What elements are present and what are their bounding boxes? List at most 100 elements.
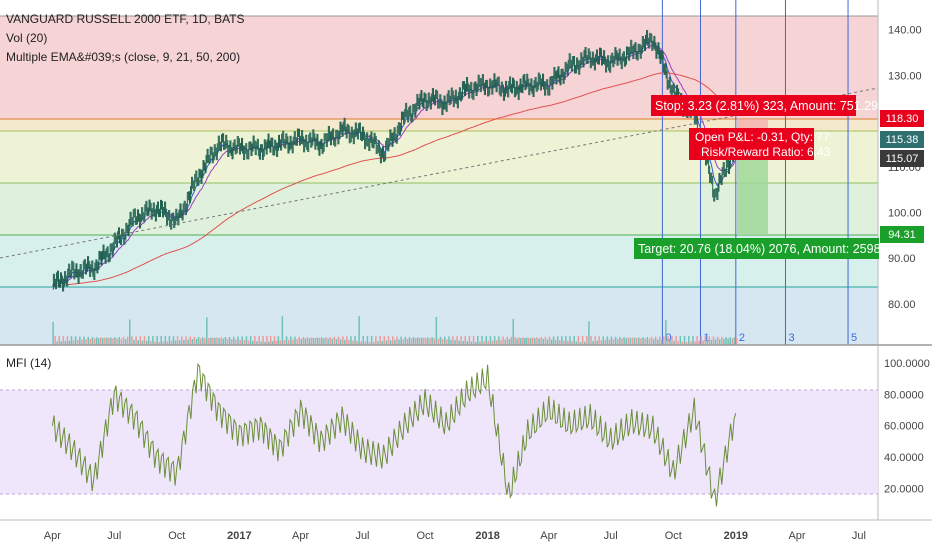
- volume-bar: [168, 336, 171, 345]
- volume-bar: [306, 337, 309, 345]
- mfi-axis[interactable]: 100.0000 80.0000 60.0000 40.0000 20.0000: [884, 358, 930, 496]
- volume-bar: [625, 338, 627, 345]
- volume-bar: [368, 341, 371, 345]
- volume-bar: [508, 339, 511, 345]
- volume-bar: [669, 340, 671, 345]
- volume-bar: [170, 340, 173, 345]
- volume-bar: [208, 337, 210, 345]
- volume-bar: [377, 341, 379, 345]
- volume-bar: [462, 340, 464, 345]
- entry-level-text: 115.38: [886, 134, 919, 146]
- volume-bar: [269, 336, 272, 345]
- volume-bar: [352, 340, 354, 345]
- volume-bar: [652, 339, 655, 345]
- volume-bar: [102, 337, 104, 345]
- volume-bar: [298, 336, 300, 345]
- volume-bar: [339, 339, 342, 345]
- mfi-indicator-label[interactable]: MFI (14): [6, 356, 51, 370]
- trend-line[interactable]: [0, 87, 879, 259]
- volume-bar: [542, 338, 544, 345]
- volume-bar: [387, 336, 390, 345]
- price-tick-label: 130.00: [888, 70, 922, 82]
- volume-bar: [385, 340, 388, 345]
- volume-bar: [222, 338, 225, 345]
- volume-bar: [635, 337, 638, 345]
- volume-bar: [176, 336, 179, 345]
- volume-bar: [145, 340, 148, 345]
- volume-bar: [52, 322, 54, 345]
- volume-bar: [344, 339, 346, 345]
- volume-bar: [522, 337, 524, 345]
- volume-bar: [552, 336, 555, 345]
- volume-bar: [450, 339, 452, 345]
- volume-bar: [671, 336, 673, 345]
- volume-bar: [204, 338, 206, 345]
- volume-bar: [559, 340, 561, 345]
- volume-bar: [518, 337, 520, 345]
- volume-bar: [721, 336, 723, 345]
- volume-bar: [470, 341, 473, 345]
- volume-bar: [444, 336, 446, 345]
- volume-bar: [285, 336, 288, 345]
- volume-bar: [612, 339, 615, 345]
- price-tick-label: 140.00: [888, 25, 922, 37]
- volume-bar: [318, 337, 321, 345]
- volume-bar: [106, 337, 108, 345]
- volume-bar: [683, 336, 686, 345]
- volume-bar: [477, 336, 479, 345]
- time-axis[interactable]: Apr Jul Oct 2017 Apr Jul Oct 2018 Apr Jul Oct 2019 A…: [44, 530, 866, 542]
- volume-bar: [563, 340, 565, 345]
- volume-bar: [594, 336, 596, 345]
- time-tick-label: Oct: [416, 530, 433, 542]
- volume-bar: [143, 336, 146, 345]
- volume-bar: [667, 336, 669, 345]
- volume-indicator-label[interactable]: Vol (20): [6, 31, 47, 45]
- volume-bar: [287, 339, 290, 345]
- price-tick-label: 100.00: [888, 207, 922, 219]
- volume-bar: [577, 336, 580, 345]
- volume-bar: [727, 338, 729, 345]
- volume-bar: [294, 336, 296, 345]
- volume-bar: [479, 341, 481, 345]
- volume-bar: [677, 341, 679, 345]
- volume-bar: [364, 341, 367, 345]
- volume-bar: [381, 340, 383, 345]
- volume-bar: [362, 336, 364, 345]
- volume-bar: [373, 341, 375, 345]
- volume-bar: [70, 336, 73, 345]
- volume-bar: [606, 336, 609, 345]
- volume-bar: [379, 336, 381, 345]
- volume-bar: [64, 340, 67, 345]
- volume-bar: [174, 340, 177, 345]
- ema-indicator-label[interactable]: Multiple EMA&#039;s (close, 9, 21, 50, 2…: [6, 50, 240, 64]
- time-tick-label: 2017: [227, 530, 251, 542]
- volume-bar: [569, 336, 571, 345]
- volume-bar: [614, 336, 617, 345]
- volume-bar: [731, 338, 734, 345]
- volume-bar: [271, 341, 274, 345]
- volume-bar: [500, 339, 502, 345]
- volume-bar: [437, 338, 440, 345]
- volume-bar: [406, 338, 409, 345]
- mfi-band: [0, 390, 878, 494]
- open-pnl-text: Open P&L: -0.31, Qty: 77: [695, 130, 830, 144]
- volume-bar: [673, 340, 675, 345]
- volume-bar: [391, 336, 394, 345]
- volume-bar: [93, 338, 96, 345]
- volume-bar: [617, 338, 619, 345]
- stop-label: Stop: 3.23 (2.81%) 323, Amount: 751.29: [651, 95, 878, 116]
- volume-bar: [698, 340, 700, 345]
- volume-bar: [147, 336, 150, 345]
- volume-bar: [627, 337, 630, 345]
- volume-bar: [91, 336, 94, 345]
- volume-bar: [79, 336, 81, 345]
- volume-bar: [712, 336, 715, 345]
- volume-bar: [87, 336, 90, 345]
- volume-bar: [197, 336, 200, 345]
- volume-bar: [700, 336, 702, 345]
- volume-bar: [122, 336, 125, 345]
- volume-bar: [224, 336, 227, 345]
- volume-bar: [228, 336, 231, 345]
